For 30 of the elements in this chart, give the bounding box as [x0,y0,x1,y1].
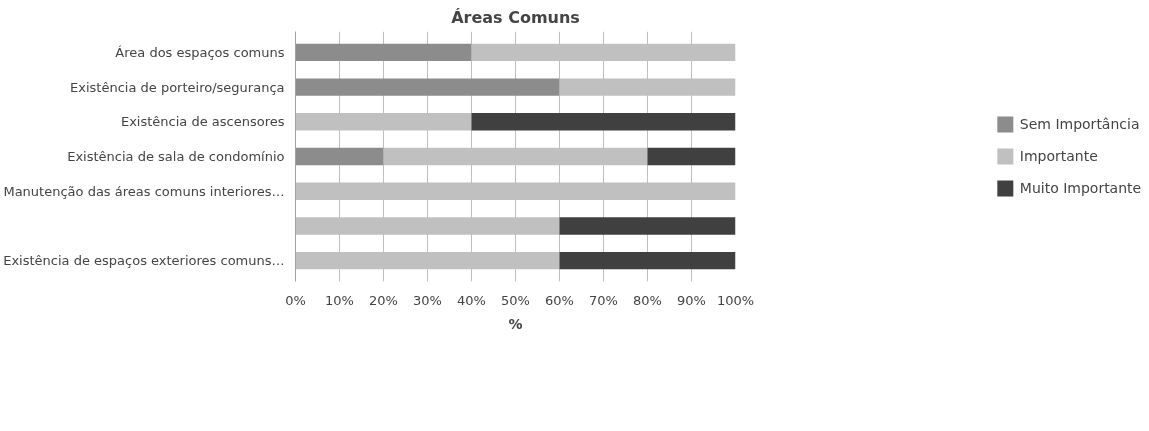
y-tick-label: Existência de ascensores [120,114,285,130]
bar [559,217,736,235]
y-tick-label: Existência de porteiro/segurança [70,79,285,95]
x-tick-label: 60% [545,292,574,308]
x-tick-label: 0% [285,292,306,308]
y-tick-label: Manutenção das áreas comuns interiores… [3,183,285,199]
x-axis-title: % [508,315,523,332]
legend-label: Sem Importância [1019,116,1140,132]
legend-label: Importante [1019,148,1098,164]
bar [559,251,736,270]
x-tick-label: 20% [369,292,398,308]
bar [471,113,736,131]
x-tick-label: 30% [413,292,442,308]
legend-label: Muito Importante [1019,180,1142,196]
y-tick-label: Existência de sala de condomínio [67,149,285,164]
bar [383,147,648,166]
x-tick-label: 40% [457,292,486,308]
y-tick-label: Existência de espaços exteriores comuns… [3,253,285,269]
x-tick-label: 80% [633,292,662,308]
bar [295,43,472,62]
x-tick-label: 90% [677,292,706,308]
x-tick-label: 100% [716,292,755,308]
x-tick-label: 50% [501,292,530,308]
chart-title: Áreas Comuns [451,7,580,27]
bar [295,78,560,96]
bar [295,147,384,166]
x-tick-label: 10% [325,292,354,308]
bar [647,147,736,166]
y-tick-label: Área dos espaços comuns [115,44,285,60]
x-tick-label: 70% [589,292,618,308]
